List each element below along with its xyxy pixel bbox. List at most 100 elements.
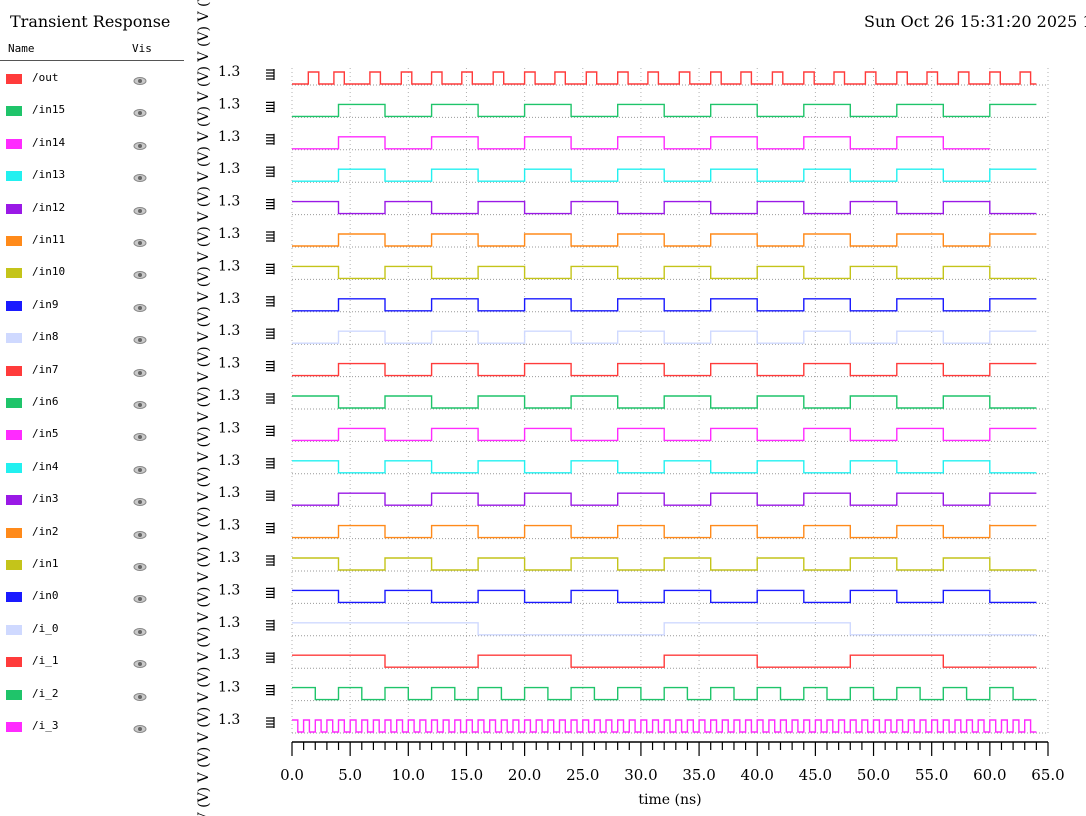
row-tick-label: 1.3	[218, 129, 240, 145]
legend-label: /i_2	[32, 686, 59, 700]
legend-label: /i_3	[32, 719, 59, 732]
visibility-eye-icon[interactable]	[132, 72, 148, 85]
legend-swatch	[6, 495, 22, 506]
legend-swatch	[6, 333, 22, 344]
legend-item[interactable]: /in14	[0, 133, 184, 157]
visibility-eye-icon[interactable]	[132, 655, 148, 669]
legend-item[interactable]: /i_3	[0, 716, 184, 740]
legend-item[interactable]: /in3	[0, 489, 184, 513]
legend-item[interactable]: /in9	[0, 295, 184, 319]
legend-swatch	[6, 106, 22, 117]
visibility-eye-icon[interactable]	[132, 590, 148, 604]
row-tick-label: 1.3	[218, 161, 240, 177]
x-tick-label: 15.0	[450, 766, 483, 784]
row-tick-label: 1.3	[218, 323, 240, 339]
x-tick-label: 10.0	[392, 766, 425, 784]
legend-item[interactable]: /in12	[0, 198, 184, 222]
x-tick-label: 55.0	[915, 766, 948, 784]
row-tick-label: 1.3	[218, 356, 240, 372]
visibility-eye-icon[interactable]	[132, 299, 148, 312]
visibility-eye-icon[interactable]	[132, 526, 148, 539]
legend-label: /in14	[32, 135, 66, 149]
legend-item[interactable]: /in1	[0, 554, 184, 578]
legend-swatch	[6, 74, 22, 84]
visibility-eye-icon[interactable]	[132, 558, 148, 571]
visibility-eye-icon[interactable]	[132, 104, 148, 118]
x-tick-label: 50.0	[857, 766, 890, 784]
legend-label: /in5	[32, 427, 59, 441]
legend-label: /in15	[32, 103, 66, 117]
legend-divider	[0, 60, 184, 61]
row-tick-label: 1.3	[218, 518, 240, 534]
series-line	[292, 330, 1037, 344]
series-line	[292, 654, 1037, 668]
legend-vis-header: Vis	[132, 42, 152, 55]
series-line	[292, 168, 1037, 182]
visibility-eye-icon[interactable]	[132, 169, 148, 183]
legend-item[interactable]: /in11	[0, 230, 184, 254]
visibility-eye-icon[interactable]	[132, 623, 148, 636]
visibility-eye-icon[interactable]	[132, 331, 148, 345]
x-tick-label: 25.0	[566, 766, 599, 784]
legend-item[interactable]: /in0	[0, 586, 184, 610]
legend-item[interactable]: /in7	[0, 360, 184, 384]
legend-swatch	[6, 462, 22, 473]
visibility-eye-icon[interactable]	[132, 364, 148, 377]
legend-label: /in3	[32, 492, 59, 506]
legend-label: /in13	[32, 168, 66, 182]
legend-item[interactable]: /in2	[0, 522, 184, 546]
visibility-eye-icon[interactable]	[132, 266, 148, 280]
visibility-eye-icon[interactable]	[132, 720, 148, 733]
legend-item[interactable]: /in4	[0, 457, 184, 481]
row-tick-label: 1.3	[218, 258, 240, 274]
legend-swatch	[6, 527, 22, 538]
legend-swatch	[6, 657, 22, 668]
legend-item[interactable]: /in8	[0, 327, 184, 351]
legend-item[interactable]: /in5	[0, 424, 184, 448]
series-line	[292, 103, 1037, 118]
legend-label: /in1	[32, 557, 59, 570]
visibility-eye-icon[interactable]	[132, 137, 148, 150]
visibility-eye-icon[interactable]	[132, 493, 148, 507]
series-line	[292, 362, 1037, 377]
row-tick-label: 1.3	[218, 64, 240, 80]
legend-label: /in12	[32, 200, 66, 214]
series-line	[292, 524, 1037, 539]
visibility-eye-icon[interactable]	[132, 234, 148, 247]
legend-swatch	[6, 203, 22, 214]
legend-swatch	[6, 430, 22, 441]
row-tick-label: 1.3	[218, 291, 240, 307]
x-axis-label: time (ns)	[638, 792, 701, 808]
legend-item[interactable]: /i_2	[0, 684, 184, 708]
x-tick-label: 35.0	[682, 766, 715, 784]
legend-swatch	[6, 236, 22, 246]
x-tick-label: 65.0	[1031, 766, 1064, 784]
legend-label: /in10	[32, 265, 66, 279]
series-line	[292, 686, 1037, 701]
visibility-eye-icon[interactable]	[132, 202, 148, 215]
visibility-eye-icon[interactable]	[132, 428, 148, 442]
visibility-eye-icon[interactable]	[132, 396, 148, 409]
legend-item[interactable]: /i_0	[0, 619, 184, 643]
legend-swatch	[6, 268, 22, 279]
legend-item[interactable]: /i_1	[0, 651, 184, 675]
series-line	[292, 589, 1037, 604]
legend-item[interactable]: /in10	[0, 262, 184, 286]
series-line	[292, 395, 1037, 409]
legend-item[interactable]: /out	[0, 68, 184, 92]
visibility-eye-icon[interactable]	[132, 461, 148, 474]
legend-label: /in9	[32, 297, 59, 311]
visibility-eye-icon[interactable]	[132, 688, 148, 701]
series-line	[292, 427, 1037, 442]
legend-item[interactable]: /in15	[0, 100, 184, 124]
row-tick-label: 1.3	[218, 194, 240, 210]
legend-item[interactable]: /in6	[0, 392, 184, 416]
legend-header: Name Vis	[8, 42, 184, 60]
row-tick-label: 1.3	[218, 647, 240, 663]
chart-title: Transient Response	[10, 12, 171, 31]
row-tick-label: 1.3	[218, 453, 240, 469]
legend-label: /in8	[32, 330, 59, 344]
legend-item[interactable]: /in13	[0, 165, 184, 189]
row-tick-label: 1.3	[218, 712, 240, 728]
